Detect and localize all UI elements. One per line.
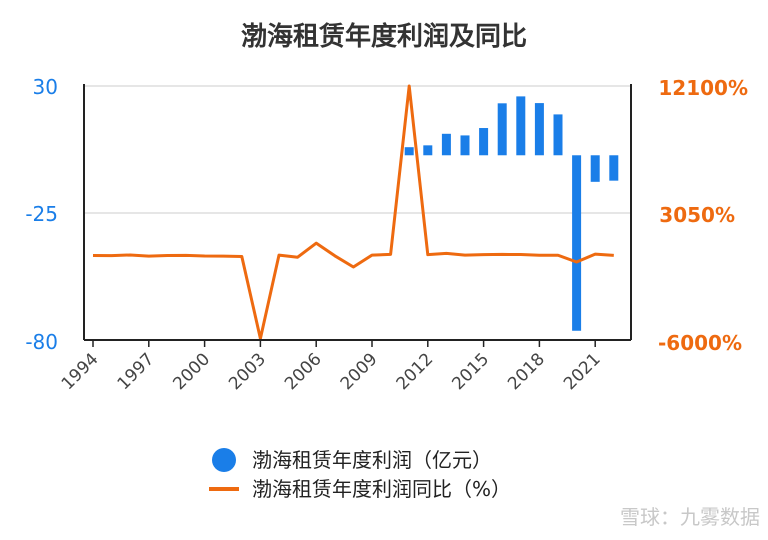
right-tick-label: 3050% [659, 203, 735, 227]
bar [404, 147, 414, 156]
bar [497, 103, 507, 156]
x-tick-label: 2006 [281, 349, 326, 394]
x-tick-label: 2018 [504, 349, 549, 394]
bar [553, 114, 563, 156]
bar [572, 155, 582, 331]
x-tick-label: 1994 [58, 349, 103, 394]
bar [423, 145, 433, 156]
x-tick-label: 2015 [448, 349, 493, 394]
gridlines [84, 85, 631, 214]
x-tick-label: 2012 [393, 349, 438, 394]
legend-bar-label: 渤海租赁年度利润（亿元） [252, 448, 492, 472]
bar [460, 135, 470, 156]
legend-line-label: 渤海租赁年度利润同比（%） [252, 477, 511, 501]
bar [609, 155, 619, 181]
x-tick-label: 2003 [225, 349, 270, 394]
right-tick-label: 12100% [658, 76, 748, 100]
left-tick-label: 30 [33, 75, 58, 99]
x-tick-label: 2021 [560, 349, 605, 394]
right-tick-label: -6000% [658, 331, 742, 355]
legend-bar-marker [212, 448, 236, 472]
bar [590, 155, 600, 182]
bar [516, 96, 526, 156]
bar [441, 133, 451, 156]
left-tick-label: -80 [25, 330, 58, 354]
x-tick-label: 2009 [337, 349, 382, 394]
line-series [92, 84, 614, 341]
left-tick-label: -25 [25, 202, 58, 226]
chart-title: 渤海租赁年度利润及同比 [241, 21, 527, 52]
bar-series [404, 96, 619, 331]
bar [534, 103, 544, 156]
x-tick-label: 2000 [169, 349, 214, 394]
x-axis-ticks: 1994 1997 2000 2003 2006 2009 2012 2015 2018 2021 [58, 340, 605, 394]
line-path [92, 84, 614, 341]
bar [479, 128, 489, 156]
watermark: 雪球：九雾数据 [620, 505, 760, 529]
x-tick-label: 1997 [114, 349, 159, 394]
